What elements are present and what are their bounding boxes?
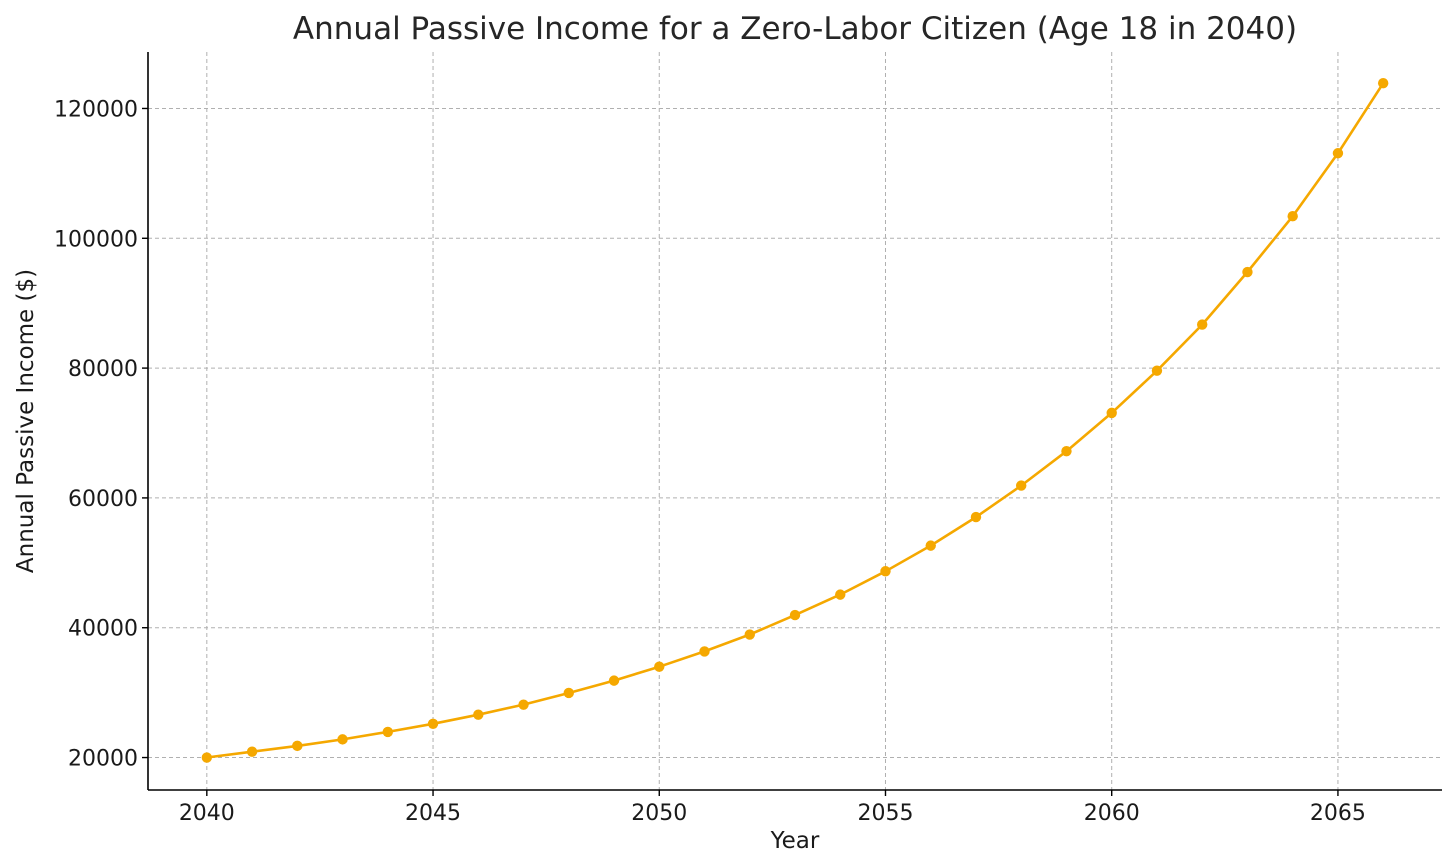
data-point bbox=[1061, 445, 1072, 457]
axis-ticks: 2040 2045 2050 2055 2060 2065 20000 40000 60000 8… bbox=[54, 97, 1366, 826]
data-point bbox=[518, 699, 529, 710]
data-point bbox=[1377, 77, 1389, 89]
y-tick-label: 120000 bbox=[54, 97, 138, 122]
data-point bbox=[1016, 480, 1027, 491]
data-point bbox=[1151, 365, 1163, 376]
x-tick-label: 2045 bbox=[405, 801, 461, 826]
series-income bbox=[201, 77, 1389, 763]
data-point bbox=[201, 752, 213, 763]
grid-lines bbox=[148, 52, 1442, 790]
data-point bbox=[1242, 266, 1253, 278]
x-tick-label: 2055 bbox=[857, 801, 913, 826]
x-tick-label: 2065 bbox=[1310, 801, 1366, 826]
x-tick-label: 2040 bbox=[179, 801, 235, 826]
data-point bbox=[337, 734, 348, 745]
data-point bbox=[382, 726, 393, 738]
data-point bbox=[246, 746, 258, 757]
data-point bbox=[563, 687, 574, 699]
data-point bbox=[1287, 211, 1298, 222]
data-point bbox=[744, 629, 755, 640]
y-axis-label: Annual Passive Income ($) bbox=[13, 269, 39, 573]
x-tick-label: 2060 bbox=[1084, 801, 1140, 826]
data-point bbox=[925, 540, 936, 551]
data-point bbox=[1332, 148, 1344, 159]
data-point bbox=[654, 661, 665, 672]
y-tick-label: 100000 bbox=[54, 227, 138, 252]
data-point bbox=[292, 740, 303, 752]
data-point bbox=[789, 609, 801, 621]
y-tick-label: 80000 bbox=[68, 357, 138, 382]
data-point bbox=[699, 646, 710, 657]
x-tick-label: 2050 bbox=[631, 801, 687, 826]
data-point bbox=[880, 566, 891, 577]
y-tick-label: 60000 bbox=[68, 487, 138, 512]
data-point bbox=[608, 675, 620, 686]
data-point bbox=[1197, 319, 1208, 330]
data-point bbox=[1106, 407, 1117, 419]
x-axis-label: Year bbox=[770, 828, 820, 854]
y-tick-label: 40000 bbox=[68, 617, 138, 642]
data-point bbox=[473, 709, 484, 720]
data-point bbox=[970, 511, 982, 523]
data-point bbox=[427, 718, 439, 729]
series-line bbox=[206, 82, 1385, 759]
y-tick-label: 20000 bbox=[68, 747, 138, 772]
data-point bbox=[835, 589, 846, 600]
chart-title: Annual Passive Income for a Zero-Labor C… bbox=[293, 11, 1297, 47]
